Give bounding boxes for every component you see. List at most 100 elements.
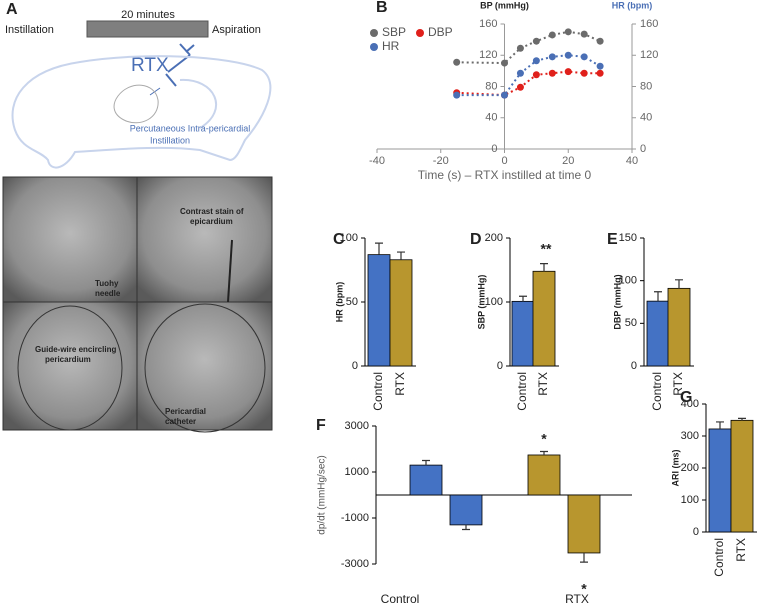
legend-label: DBP — [428, 25, 453, 39]
data-point — [596, 37, 604, 45]
bar — [567, 494, 601, 554]
x-tick-label: RTX — [393, 372, 407, 396]
x-tick-label: Control — [515, 372, 529, 411]
data-point — [532, 57, 540, 65]
heart-outline — [113, 84, 159, 124]
start-label: Instillation — [5, 24, 54, 36]
y-tick-label: 50 — [346, 296, 358, 308]
y-tick-label: 40 — [485, 112, 497, 124]
xray-image — [136, 301, 273, 431]
legend-marker — [370, 43, 378, 51]
series-line — [456, 30, 601, 65]
x-tick-label: 40 — [626, 155, 638, 167]
error-bar — [540, 450, 548, 455]
end-label: Aspiration — [212, 24, 261, 36]
panel-letter: C — [333, 231, 345, 248]
panel-letter: E — [607, 231, 618, 248]
error-bar — [580, 552, 588, 563]
bar — [667, 287, 691, 367]
y-tick-label: 0 — [693, 526, 699, 538]
panel-letter: F — [316, 417, 326, 434]
image-label: catheter — [165, 417, 196, 426]
data-point — [548, 53, 556, 61]
series-line — [456, 54, 601, 97]
time-label: 20 minutes — [121, 9, 175, 21]
bar — [367, 254, 391, 367]
bar — [708, 428, 732, 533]
x-tick-label: RTX — [734, 538, 748, 562]
data-point — [580, 30, 588, 38]
y-tick-label: 100 — [340, 232, 358, 244]
data-point — [580, 53, 588, 61]
data-point — [516, 83, 524, 91]
y-tick-label: 0 — [491, 143, 497, 155]
y-tick-label: 3000 — [345, 420, 369, 432]
legend-label: SBP — [382, 25, 406, 39]
y2-tick-label: 120 — [640, 49, 658, 61]
bar — [409, 464, 443, 496]
y-tick-label: 1000 — [345, 466, 369, 478]
data-point — [564, 28, 572, 36]
data-point — [501, 91, 508, 99]
image-label: pericardium — [45, 355, 91, 364]
image-label: Pericardial — [165, 407, 206, 416]
data-point — [453, 91, 461, 99]
bar — [449, 494, 483, 526]
error-bar — [397, 251, 405, 260]
data-point — [548, 69, 556, 77]
panel-a: A 20 minutes Instillation Aspiration RTX… — [2, 1, 273, 433]
pig-outline — [11, 55, 272, 169]
catheter — [144, 303, 266, 433]
y-tick-label: 80 — [485, 80, 497, 92]
panel-letter: A — [6, 1, 18, 18]
panel-letter: B — [376, 0, 388, 16]
needle — [227, 239, 233, 303]
error-bar — [716, 421, 724, 429]
y-tick-label: 200 — [485, 232, 503, 244]
x-tick-label: 0 — [501, 155, 507, 167]
time-bar — [86, 20, 209, 38]
bar — [730, 419, 754, 533]
y-axis-title: BP (mmHg) — [480, 0, 529, 10]
caption: Percutaneous Intra-pericardial — [130, 123, 251, 133]
y-tick-label: 400 — [681, 398, 699, 410]
legend-label: HR — [382, 39, 400, 53]
y-axis-title: HR (bpm) — [334, 282, 344, 323]
data-point — [532, 71, 540, 79]
data-point — [596, 62, 604, 70]
panel-letter: G — [680, 389, 692, 406]
y-tick-label: 100 — [485, 296, 503, 308]
error-bar — [422, 459, 430, 466]
data-point — [516, 44, 524, 52]
y-tick-label: 200 — [681, 462, 699, 474]
data-point — [596, 69, 604, 77]
x-axis-title: Time (s) – RTX instilled at time 0 — [418, 168, 592, 182]
image-label: epicardium — [190, 217, 233, 226]
data-point — [564, 68, 572, 76]
error-bar — [675, 279, 683, 289]
bar — [646, 300, 670, 367]
x-tick-label: Control — [381, 592, 420, 605]
error-bar — [738, 417, 746, 421]
y-axis-title: dp/dt (mmHg/sec) — [317, 455, 328, 534]
y-tick-label: 160 — [479, 18, 497, 30]
y-tick-label: 100 — [681, 494, 699, 506]
x-tick-label: Control — [650, 372, 664, 411]
data-point — [548, 31, 556, 39]
error-bar — [519, 295, 527, 302]
panel-letter: D — [470, 231, 482, 248]
y-tick-label: 150 — [619, 232, 637, 244]
y-tick-label: 0 — [631, 360, 637, 372]
bar — [511, 300, 535, 367]
image-label: Guide-wire encircling — [35, 345, 116, 354]
guide-wire — [17, 305, 123, 431]
drug-label: RTX — [131, 55, 169, 76]
error-bar — [462, 524, 470, 531]
series-line — [456, 70, 601, 97]
y-axis-title: DBP (mmHg) — [612, 274, 622, 329]
data-point — [564, 51, 572, 59]
x-tick-label: Control — [712, 538, 726, 577]
bar — [527, 454, 561, 496]
xray-image — [2, 301, 138, 431]
